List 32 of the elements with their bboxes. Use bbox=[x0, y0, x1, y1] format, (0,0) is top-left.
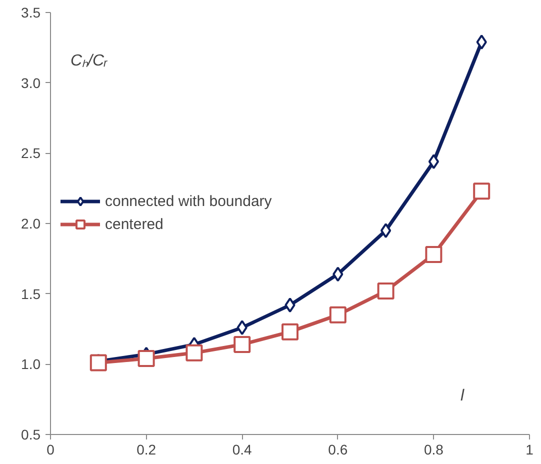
point bbox=[138, 350, 155, 368]
legend-label: centered bbox=[105, 216, 164, 232]
y-tick-label: 2.0 bbox=[21, 216, 41, 232]
point bbox=[186, 344, 203, 362]
point bbox=[476, 34, 487, 50]
point bbox=[425, 246, 442, 263]
x-tick-label: 0.6 bbox=[328, 442, 348, 458]
x-tick-label: 0.4 bbox=[232, 442, 252, 458]
point bbox=[332, 266, 344, 282]
y-tick-label: 2.5 bbox=[21, 145, 41, 162]
y-tick-label: 1.0 bbox=[21, 356, 41, 372]
y-tick-label: 3.5 bbox=[21, 4, 41, 20]
point bbox=[90, 354, 107, 372]
point bbox=[234, 336, 251, 353]
point bbox=[329, 306, 346, 324]
legend-label: connected with boundary bbox=[105, 192, 272, 210]
x-axis-title: l bbox=[460, 388, 464, 404]
x-tick-label: 0 bbox=[46, 442, 55, 458]
point bbox=[380, 223, 392, 238]
y-tick-label: 1.5 bbox=[21, 286, 41, 302]
point bbox=[284, 298, 296, 313]
x-tick-label: 0.8 bbox=[424, 442, 444, 458]
x-tick-label: 0.2 bbox=[136, 442, 156, 458]
x-tick-label: 1 bbox=[526, 442, 534, 458]
point bbox=[428, 154, 440, 170]
y-tick-label: 3.0 bbox=[21, 74, 41, 91]
y-axis-title: Cₕ/Cᵣ bbox=[70, 52, 108, 70]
point bbox=[377, 282, 394, 300]
y-tick-label: 0.5 bbox=[21, 426, 41, 442]
point bbox=[236, 320, 248, 336]
point bbox=[473, 182, 490, 200]
point bbox=[282, 323, 298, 340]
